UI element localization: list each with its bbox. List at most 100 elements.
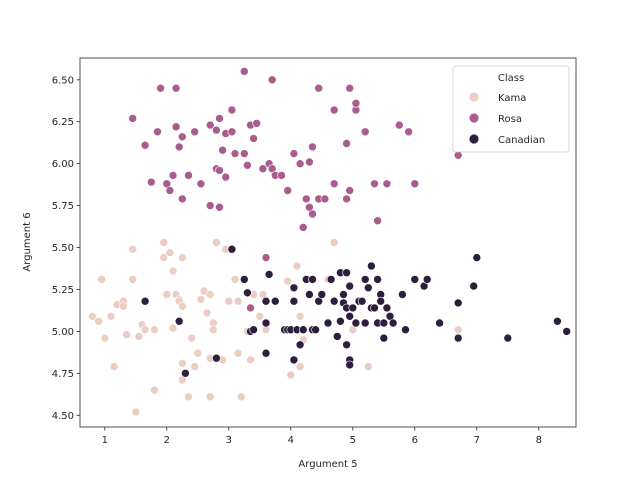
point-kama (168, 323, 178, 333)
point-kama (162, 290, 172, 299)
point-canadian (289, 296, 299, 306)
point-rosa (267, 75, 277, 85)
point-canadian (289, 283, 299, 293)
point-rosa (190, 127, 199, 137)
point-canadian (264, 270, 274, 279)
point-canadian (240, 275, 249, 284)
point-kama (193, 348, 203, 358)
point-canadian (270, 296, 280, 306)
y-tick-label: 4.50 (52, 411, 74, 422)
legend: Class Kama Rosa Canadian (452, 65, 570, 153)
y-tick-label: 5.00 (52, 327, 74, 338)
point-kama (165, 248, 175, 257)
point-rosa (215, 166, 224, 175)
point-canadian (249, 325, 258, 335)
point-rosa (394, 120, 404, 130)
point-rosa (283, 186, 293, 195)
point-canadian (422, 275, 432, 284)
point-kama (88, 311, 97, 321)
point-kama (212, 238, 221, 247)
point-rosa (153, 127, 162, 137)
point-canadian (317, 290, 327, 299)
point-canadian (553, 316, 562, 326)
point-rosa (178, 132, 187, 142)
point-rosa (345, 83, 355, 93)
point-rosa (218, 145, 227, 155)
point-rosa (196, 179, 206, 189)
point-kama (122, 330, 131, 340)
x-tick-label: 3 (226, 435, 232, 446)
point-kama (236, 392, 246, 402)
legend-box (452, 65, 570, 153)
point-rosa (156, 83, 165, 93)
point-rosa (174, 142, 184, 152)
point-rosa (240, 67, 249, 76)
y-tick-label: 5.50 (52, 243, 74, 254)
x-tick-label: 7 (474, 435, 480, 446)
point-kama (196, 295, 206, 304)
point-canadian (326, 275, 336, 284)
point-rosa (215, 203, 224, 212)
point-rosa (243, 161, 252, 170)
point-kama (100, 333, 110, 343)
point-rosa (230, 149, 240, 158)
point-canadian (382, 303, 392, 313)
point-canadian (435, 318, 444, 328)
point-rosa (314, 83, 324, 93)
point-kama (131, 407, 141, 417)
point-kama (329, 238, 339, 247)
point-kama (128, 244, 137, 254)
legend-label-kama: Kama (498, 93, 526, 104)
point-kama (159, 238, 168, 247)
y-tick-label: 6.00 (52, 159, 74, 170)
point-canadian (261, 318, 271, 328)
point-kama (205, 392, 215, 402)
y-tick-label: 4.75 (52, 369, 74, 380)
point-canadian (398, 290, 407, 299)
point-kama (97, 275, 106, 284)
point-rosa (320, 194, 330, 204)
point-kama (140, 325, 150, 335)
point-canadian (357, 296, 367, 306)
point-canadian (379, 318, 389, 328)
point-kama (363, 362, 373, 371)
point-rosa (227, 105, 237, 115)
point-kama (453, 325, 463, 335)
point-canadian (373, 275, 382, 284)
point-rosa (147, 177, 156, 187)
point-rosa (295, 159, 305, 168)
point-kama (128, 275, 137, 284)
x-tick-label: 1 (102, 435, 108, 446)
point-kama (233, 296, 243, 306)
point-rosa (329, 179, 339, 189)
point-rosa (212, 125, 221, 135)
point-kama (255, 311, 265, 321)
point-rosa (410, 179, 420, 189)
point-canadian (376, 296, 386, 306)
point-rosa (329, 105, 339, 115)
point-rosa (165, 186, 175, 195)
point-canadian (227, 244, 237, 254)
point-rosa (215, 114, 224, 123)
point-canadian (367, 261, 376, 271)
point-rosa (298, 223, 308, 232)
point-kama (283, 276, 293, 286)
point-canadian (453, 333, 463, 343)
point-canadian (469, 281, 479, 291)
point-rosa (345, 186, 355, 195)
point-rosa (249, 134, 258, 143)
point-rosa (342, 194, 351, 204)
point-canadian (410, 275, 420, 284)
x-tick-label: 8 (536, 435, 542, 446)
point-kama (295, 311, 305, 321)
point-kama (150, 385, 159, 395)
point-rosa (171, 83, 181, 93)
point-kama (134, 332, 144, 341)
legend-marker-canadian (468, 133, 480, 145)
point-canadian (342, 268, 351, 278)
x-axis-label: Argument 5 (298, 459, 357, 470)
point-kama (109, 362, 119, 371)
plot-frame (79, 57, 577, 428)
point-kama (190, 362, 199, 371)
legend-marker-kama (468, 91, 480, 103)
